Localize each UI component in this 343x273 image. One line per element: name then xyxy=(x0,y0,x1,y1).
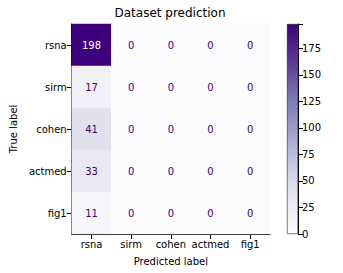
svg-text:198: 198 xyxy=(82,40,101,51)
svg-text:Dataset prediction: Dataset prediction xyxy=(114,6,225,20)
svg-text:0: 0 xyxy=(168,208,174,219)
svg-text:0: 0 xyxy=(207,40,213,51)
svg-text:0: 0 xyxy=(128,82,134,93)
svg-text:0: 0 xyxy=(168,40,174,51)
svg-text:cohen: cohen xyxy=(36,124,66,135)
svg-text:50: 50 xyxy=(302,175,315,186)
svg-text:actmed: actmed xyxy=(29,166,67,177)
svg-text:sirm: sirm xyxy=(45,82,67,93)
svg-text:0: 0 xyxy=(207,124,213,135)
svg-text:0: 0 xyxy=(168,82,174,93)
svg-text:0: 0 xyxy=(207,82,213,93)
svg-text:0: 0 xyxy=(128,40,134,51)
svg-text:25: 25 xyxy=(302,202,315,213)
svg-text:actmed: actmed xyxy=(192,239,230,250)
svg-text:fig1: fig1 xyxy=(48,208,67,219)
svg-text:0: 0 xyxy=(207,208,213,219)
svg-text:33: 33 xyxy=(85,166,98,177)
svg-text:0: 0 xyxy=(128,208,134,219)
svg-text:0: 0 xyxy=(168,124,174,135)
svg-text:125: 125 xyxy=(302,96,321,107)
svg-text:0: 0 xyxy=(247,40,253,51)
svg-text:fig1: fig1 xyxy=(241,239,260,250)
svg-text:150: 150 xyxy=(302,69,321,80)
svg-text:0: 0 xyxy=(168,166,174,177)
svg-text:True label: True label xyxy=(8,105,19,155)
svg-text:100: 100 xyxy=(302,122,321,133)
svg-text:175: 175 xyxy=(302,43,321,54)
svg-text:0: 0 xyxy=(247,82,253,93)
svg-text:rsna: rsna xyxy=(81,239,103,250)
svg-text:75: 75 xyxy=(302,149,315,160)
svg-text:0: 0 xyxy=(247,208,253,219)
svg-text:Predicted label: Predicted label xyxy=(134,256,208,267)
svg-text:11: 11 xyxy=(85,208,98,219)
svg-text:rsna: rsna xyxy=(45,40,67,51)
svg-text:17: 17 xyxy=(85,82,98,93)
svg-text:0: 0 xyxy=(128,124,134,135)
svg-text:0: 0 xyxy=(128,166,134,177)
svg-text:41: 41 xyxy=(85,124,98,135)
svg-text:0: 0 xyxy=(247,124,253,135)
svg-text:0: 0 xyxy=(207,166,213,177)
svg-text:0: 0 xyxy=(247,166,253,177)
svg-text:sirm: sirm xyxy=(120,239,142,250)
svg-text:0: 0 xyxy=(302,229,308,240)
svg-text:cohen: cohen xyxy=(156,239,186,250)
